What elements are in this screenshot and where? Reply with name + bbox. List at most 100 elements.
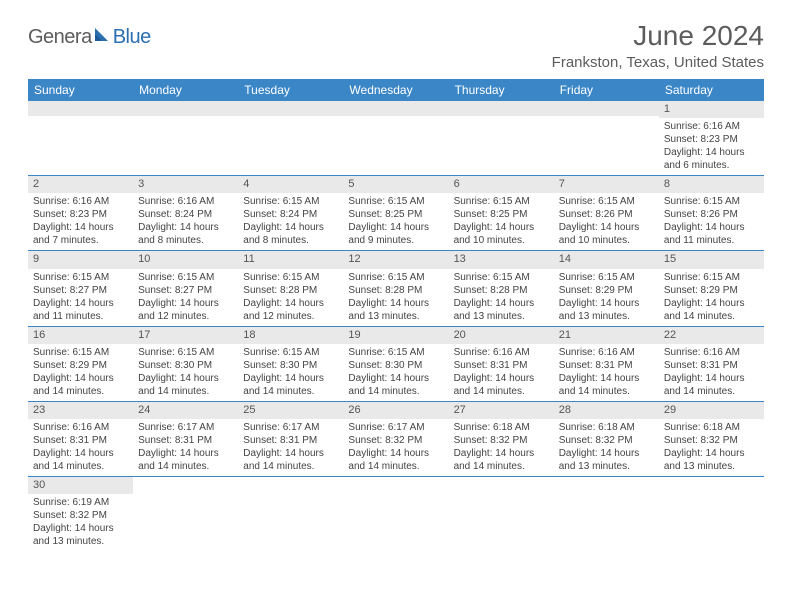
calendar-cell bbox=[554, 101, 659, 176]
day-details: Sunrise: 6:15 AMSunset: 8:28 PMDaylight:… bbox=[343, 269, 448, 326]
day-details: Sunrise: 6:15 AMSunset: 8:27 PMDaylight:… bbox=[28, 269, 133, 326]
day-number: 17 bbox=[133, 327, 238, 344]
day-details: Sunrise: 6:18 AMSunset: 8:32 PMDaylight:… bbox=[449, 419, 554, 476]
day-number: 6 bbox=[449, 176, 554, 193]
day-number: 13 bbox=[449, 251, 554, 268]
day-details: Sunrise: 6:15 AMSunset: 8:30 PMDaylight:… bbox=[133, 344, 238, 401]
calendar-cell: 15Sunrise: 6:15 AMSunset: 8:29 PMDayligh… bbox=[659, 251, 764, 326]
calendar-cell: 25Sunrise: 6:17 AMSunset: 8:31 PMDayligh… bbox=[238, 401, 343, 476]
day-details: Sunrise: 6:16 AMSunset: 8:31 PMDaylight:… bbox=[554, 344, 659, 401]
day-details: Sunrise: 6:15 AMSunset: 8:24 PMDaylight:… bbox=[238, 193, 343, 250]
calendar-cell: 6Sunrise: 6:15 AMSunset: 8:25 PMDaylight… bbox=[449, 176, 554, 251]
empty-day-header bbox=[133, 101, 238, 116]
day-number: 2 bbox=[28, 176, 133, 193]
calendar-cell: 26Sunrise: 6:17 AMSunset: 8:32 PMDayligh… bbox=[343, 401, 448, 476]
calendar-row: 2Sunrise: 6:16 AMSunset: 8:23 PMDaylight… bbox=[28, 176, 764, 251]
day-details: Sunrise: 6:16 AMSunset: 8:23 PMDaylight:… bbox=[28, 193, 133, 250]
day-number: 12 bbox=[343, 251, 448, 268]
day-number: 25 bbox=[238, 402, 343, 419]
day-number: 27 bbox=[449, 402, 554, 419]
day-number: 28 bbox=[554, 402, 659, 419]
calendar-cell bbox=[554, 476, 659, 551]
calendar-cell bbox=[238, 101, 343, 176]
day-number: 5 bbox=[343, 176, 448, 193]
day-details: Sunrise: 6:16 AMSunset: 8:31 PMDaylight:… bbox=[659, 344, 764, 401]
calendar-cell: 10Sunrise: 6:15 AMSunset: 8:27 PMDayligh… bbox=[133, 251, 238, 326]
day-details: Sunrise: 6:16 AMSunset: 8:31 PMDaylight:… bbox=[449, 344, 554, 401]
col-sunday: Sunday bbox=[28, 79, 133, 101]
day-number: 18 bbox=[238, 327, 343, 344]
day-details: Sunrise: 6:19 AMSunset: 8:32 PMDaylight:… bbox=[28, 494, 133, 551]
logo-text-general: Genera bbox=[28, 26, 92, 49]
col-tuesday: Tuesday bbox=[238, 79, 343, 101]
day-number: 7 bbox=[554, 176, 659, 193]
calendar-table: Sunday Monday Tuesday Wednesday Thursday… bbox=[28, 79, 764, 551]
day-details: Sunrise: 6:15 AMSunset: 8:29 PMDaylight:… bbox=[659, 269, 764, 326]
calendar-cell: 20Sunrise: 6:16 AMSunset: 8:31 PMDayligh… bbox=[449, 326, 554, 401]
col-thursday: Thursday bbox=[449, 79, 554, 101]
day-number: 20 bbox=[449, 327, 554, 344]
calendar-cell: 29Sunrise: 6:18 AMSunset: 8:32 PMDayligh… bbox=[659, 401, 764, 476]
calendar-row: 16Sunrise: 6:15 AMSunset: 8:29 PMDayligh… bbox=[28, 326, 764, 401]
calendar-cell: 9Sunrise: 6:15 AMSunset: 8:27 PMDaylight… bbox=[28, 251, 133, 326]
day-number: 1 bbox=[659, 101, 764, 118]
calendar-cell: 7Sunrise: 6:15 AMSunset: 8:26 PMDaylight… bbox=[554, 176, 659, 251]
day-details: Sunrise: 6:16 AMSunset: 8:23 PMDaylight:… bbox=[659, 118, 764, 175]
calendar-cell bbox=[343, 476, 448, 551]
day-details: Sunrise: 6:18 AMSunset: 8:32 PMDaylight:… bbox=[554, 419, 659, 476]
day-details: Sunrise: 6:18 AMSunset: 8:32 PMDaylight:… bbox=[659, 419, 764, 476]
day-details: Sunrise: 6:15 AMSunset: 8:26 PMDaylight:… bbox=[659, 193, 764, 250]
day-number: 3 bbox=[133, 176, 238, 193]
day-details: Sunrise: 6:16 AMSunset: 8:24 PMDaylight:… bbox=[133, 193, 238, 250]
calendar-cell: 16Sunrise: 6:15 AMSunset: 8:29 PMDayligh… bbox=[28, 326, 133, 401]
day-number: 29 bbox=[659, 402, 764, 419]
calendar-cell bbox=[659, 476, 764, 551]
calendar-cell: 22Sunrise: 6:16 AMSunset: 8:31 PMDayligh… bbox=[659, 326, 764, 401]
calendar-cell bbox=[449, 476, 554, 551]
day-number: 11 bbox=[238, 251, 343, 268]
calendar-cell bbox=[133, 101, 238, 176]
location-text: Frankston, Texas, United States bbox=[552, 54, 764, 71]
day-details: Sunrise: 6:15 AMSunset: 8:25 PMDaylight:… bbox=[449, 193, 554, 250]
day-number: 19 bbox=[343, 327, 448, 344]
day-number: 24 bbox=[133, 402, 238, 419]
calendar-row: 30Sunrise: 6:19 AMSunset: 8:32 PMDayligh… bbox=[28, 476, 764, 551]
weekday-header-row: Sunday Monday Tuesday Wednesday Thursday… bbox=[28, 79, 764, 101]
col-saturday: Saturday bbox=[659, 79, 764, 101]
calendar-cell bbox=[238, 476, 343, 551]
day-details: Sunrise: 6:16 AMSunset: 8:31 PMDaylight:… bbox=[28, 419, 133, 476]
calendar-cell: 23Sunrise: 6:16 AMSunset: 8:31 PMDayligh… bbox=[28, 401, 133, 476]
calendar-row: 23Sunrise: 6:16 AMSunset: 8:31 PMDayligh… bbox=[28, 401, 764, 476]
calendar-cell: 18Sunrise: 6:15 AMSunset: 8:30 PMDayligh… bbox=[238, 326, 343, 401]
calendar-cell: 21Sunrise: 6:16 AMSunset: 8:31 PMDayligh… bbox=[554, 326, 659, 401]
calendar-row: 9Sunrise: 6:15 AMSunset: 8:27 PMDaylight… bbox=[28, 251, 764, 326]
calendar-cell: 5Sunrise: 6:15 AMSunset: 8:25 PMDaylight… bbox=[343, 176, 448, 251]
calendar-cell: 14Sunrise: 6:15 AMSunset: 8:29 PMDayligh… bbox=[554, 251, 659, 326]
calendar-cell: 27Sunrise: 6:18 AMSunset: 8:32 PMDayligh… bbox=[449, 401, 554, 476]
day-details: Sunrise: 6:15 AMSunset: 8:29 PMDaylight:… bbox=[554, 269, 659, 326]
day-details: Sunrise: 6:17 AMSunset: 8:31 PMDaylight:… bbox=[133, 419, 238, 476]
day-number: 10 bbox=[133, 251, 238, 268]
calendar-cell: 17Sunrise: 6:15 AMSunset: 8:30 PMDayligh… bbox=[133, 326, 238, 401]
day-number: 26 bbox=[343, 402, 448, 419]
empty-day-header bbox=[28, 101, 133, 116]
calendar-cell: 1Sunrise: 6:16 AMSunset: 8:23 PMDaylight… bbox=[659, 101, 764, 176]
day-details: Sunrise: 6:17 AMSunset: 8:32 PMDaylight:… bbox=[343, 419, 448, 476]
calendar-cell: 3Sunrise: 6:16 AMSunset: 8:24 PMDaylight… bbox=[133, 176, 238, 251]
day-number: 4 bbox=[238, 176, 343, 193]
day-details: Sunrise: 6:15 AMSunset: 8:30 PMDaylight:… bbox=[343, 344, 448, 401]
day-number: 22 bbox=[659, 327, 764, 344]
day-number: 8 bbox=[659, 176, 764, 193]
day-details: Sunrise: 6:15 AMSunset: 8:25 PMDaylight:… bbox=[343, 193, 448, 250]
col-wednesday: Wednesday bbox=[343, 79, 448, 101]
calendar-cell bbox=[343, 101, 448, 176]
day-number: 14 bbox=[554, 251, 659, 268]
day-details: Sunrise: 6:15 AMSunset: 8:28 PMDaylight:… bbox=[238, 269, 343, 326]
logo: Genera Blue bbox=[28, 26, 151, 49]
calendar-cell bbox=[28, 101, 133, 176]
day-details: Sunrise: 6:15 AMSunset: 8:29 PMDaylight:… bbox=[28, 344, 133, 401]
empty-day-header bbox=[238, 101, 343, 116]
calendar-cell: 12Sunrise: 6:15 AMSunset: 8:28 PMDayligh… bbox=[343, 251, 448, 326]
day-number: 16 bbox=[28, 327, 133, 344]
calendar-cell: 30Sunrise: 6:19 AMSunset: 8:32 PMDayligh… bbox=[28, 476, 133, 551]
